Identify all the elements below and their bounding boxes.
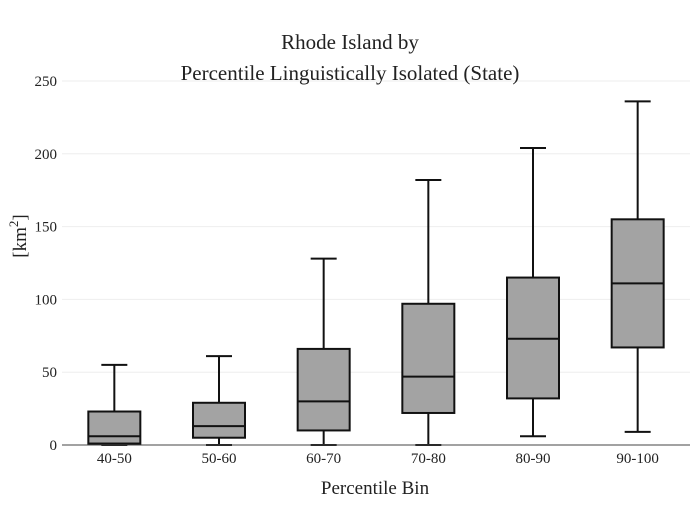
x-tick-label: 60-70 bbox=[306, 451, 341, 467]
box-70-80 bbox=[401, 179, 456, 446]
y-axis-label-base: [km bbox=[10, 227, 31, 258]
y-tick-label: 50 bbox=[42, 365, 57, 381]
y-tick-label: 0 bbox=[50, 438, 58, 454]
grid-layer bbox=[62, 80, 690, 373]
y-axis-label: [km2] bbox=[6, 214, 31, 257]
box-80-90 bbox=[506, 146, 560, 438]
y-tick-label: 250 bbox=[35, 74, 58, 90]
box-40-50 bbox=[87, 363, 142, 446]
box-60-70 bbox=[296, 257, 351, 446]
chart-title-line2: Percentile Linguistically Isolated (Stat… bbox=[181, 61, 520, 85]
y-axis-label-sup: 2 bbox=[6, 221, 21, 228]
box-body bbox=[87, 410, 142, 445]
x-tick-label: 40-50 bbox=[97, 451, 132, 467]
box-90-100 bbox=[610, 100, 665, 433]
chart-title-line1: Rhode Island by bbox=[281, 30, 419, 54]
y-tick-label: 150 bbox=[35, 220, 58, 236]
x-axis-label: Percentile Bin bbox=[321, 478, 430, 499]
x-tick-label: 90-100 bbox=[616, 451, 659, 467]
axis-layer: 0 50 100 150 200 250 40-50 50-60 60-70 70-80 80-90… bbox=[35, 74, 690, 467]
x-tick-label: 70-80 bbox=[411, 451, 446, 467]
box-body bbox=[401, 302, 456, 414]
y-tick-label: 200 bbox=[35, 147, 58, 163]
y-axis-label-end: ] bbox=[10, 214, 31, 220]
y-tick-label: 100 bbox=[35, 292, 58, 308]
box-layer bbox=[87, 100, 665, 446]
box-50-60 bbox=[192, 355, 246, 446]
box-body bbox=[296, 347, 351, 432]
x-tick-label: 50-60 bbox=[202, 451, 237, 467]
x-tick-label: 80-90 bbox=[516, 451, 551, 467]
box-body bbox=[192, 401, 246, 439]
